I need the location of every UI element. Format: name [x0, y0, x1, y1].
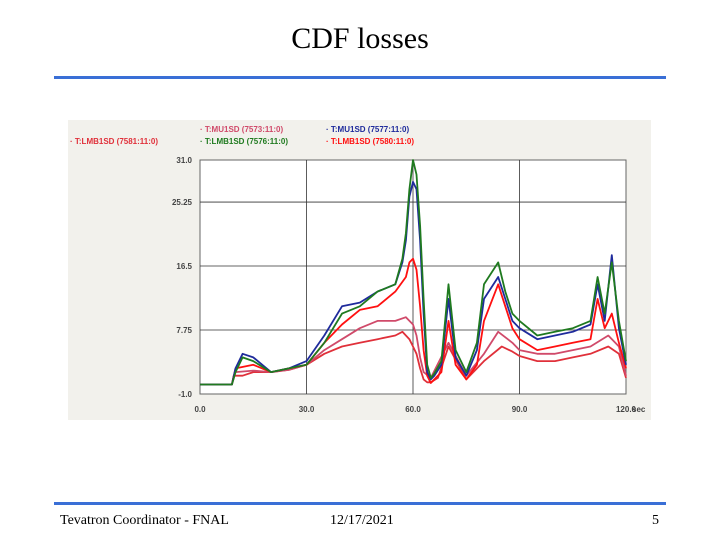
x-tick-label: 0.0: [194, 405, 206, 414]
x-tick-label: 60.0: [405, 405, 421, 414]
legend-entry: · T:LMB1SD (7581:11:0): [70, 137, 158, 146]
series-layer: [200, 159, 627, 386]
x-tick-label: 120.0: [616, 405, 637, 414]
title-rule: [54, 76, 666, 79]
series-line: [200, 159, 627, 386]
y-tick-label: 31.0: [176, 156, 192, 165]
y-tick-label: 7.75: [176, 326, 192, 335]
footer-rule: [54, 502, 666, 505]
y-tick-label: -1.0: [178, 390, 192, 399]
x-tick-label: 30.0: [299, 405, 315, 414]
y-tick-label: 25.25: [172, 198, 193, 207]
legend-entry: · T:MU1SD (7577:11:0): [326, 125, 409, 134]
page-number: 5: [652, 513, 659, 528]
x-axis-unit: sec: [632, 405, 646, 414]
slide-title: CDF losses: [291, 22, 429, 55]
x-tick-label: 90.0: [512, 405, 528, 414]
footer-date: 12/17/2021: [330, 513, 394, 528]
legend: · T:MU1SD (7573:11:0) · T:MU1SD (7577:11:…: [70, 125, 414, 146]
x-axis-ticks: 0.0 30.0 60.0 90.0 120.0: [194, 405, 636, 414]
legend-entry: · T:LMB1SD (7580:11:0): [326, 137, 414, 146]
legend-entry: · T:MU1SD (7573:11:0): [200, 125, 283, 134]
grid: [200, 160, 626, 394]
y-tick-label: 16.5: [176, 262, 192, 271]
loss-chart: · T:MU1SD (7573:11:0) · T:MU1SD (7577:11:…: [70, 125, 646, 414]
footer-left-text: Tevatron Coordinator - FNAL: [60, 513, 229, 528]
y-axis-ticks: 31.0 25.25 16.5 7.75 -1.0: [172, 156, 193, 399]
chart-panel: · T:MU1SD (7573:11:0) · T:MU1SD (7577:11:…: [68, 120, 651, 420]
legend-entry: · T:LMB1SD (7576:11:0): [200, 137, 288, 146]
